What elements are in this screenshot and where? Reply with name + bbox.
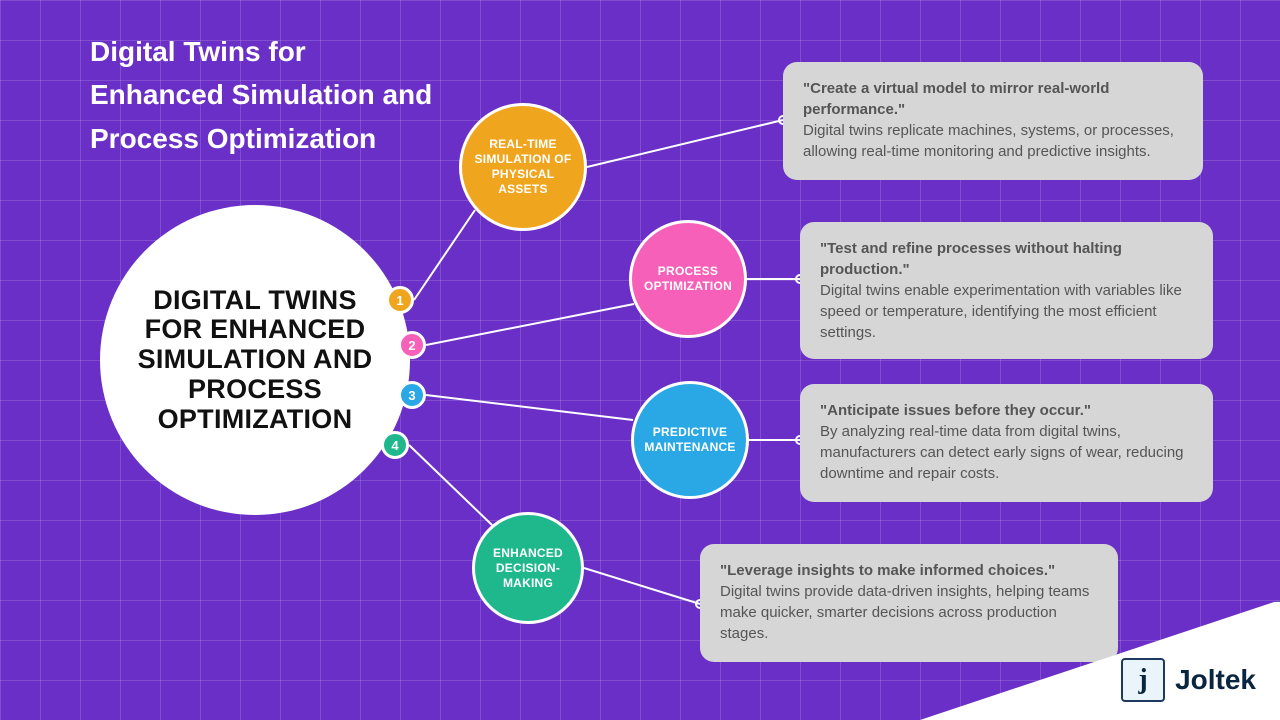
description-box-4: "Leverage insights to make informed choi… <box>700 544 1118 662</box>
description-box-2: "Test and refine processes without halti… <box>800 222 1213 359</box>
topic-circle-2: PROCESS OPTIMIZATION <box>629 220 747 338</box>
description-box-3: "Anticipate issues before they occur."By… <box>800 384 1213 502</box>
number-badge-3: 3 <box>398 381 426 409</box>
central-circle: DIGITAL TWINS FOR ENHANCED SIMULATION AN… <box>100 205 410 515</box>
logo-mark-icon: j <box>1121 658 1165 702</box>
description-quote: "Create a virtual model to mirror real-w… <box>803 78 1183 120</box>
description-quote: "Leverage insights to make informed choi… <box>720 560 1098 581</box>
topic-circle-3: PREDICTIVE MAINTENANCE <box>631 381 749 499</box>
description-body: By analyzing real-time data from digital… <box>820 421 1193 484</box>
number-badge-2: 2 <box>398 331 426 359</box>
page-title: Digital Twins for Enhanced Simulation an… <box>90 30 432 160</box>
description-quote: "Test and refine processes without halti… <box>820 238 1193 280</box>
central-circle-text: DIGITAL TWINS FOR ENHANCED SIMULATION AN… <box>138 286 373 434</box>
logo: j Joltek <box>1121 658 1256 702</box>
description-box-1: "Create a virtual model to mirror real-w… <box>783 62 1203 180</box>
logo-text: Joltek <box>1175 664 1256 696</box>
description-body: Digital twins replicate machines, system… <box>803 120 1183 162</box>
description-quote: "Anticipate issues before they occur." <box>820 400 1193 421</box>
topic-circle-1: REAL-TIME SIMULATION OF PHYSICAL ASSETS <box>459 103 587 231</box>
description-body: Digital twins provide data-driven insigh… <box>720 581 1098 644</box>
number-badge-4: 4 <box>381 431 409 459</box>
description-body: Digital twins enable experimentation wit… <box>820 280 1193 343</box>
number-badge-1: 1 <box>386 286 414 314</box>
infographic-canvas: Digital Twins for Enhanced Simulation an… <box>0 0 1280 720</box>
topic-circle-4: ENHANCED DECISION- MAKING <box>472 512 584 624</box>
